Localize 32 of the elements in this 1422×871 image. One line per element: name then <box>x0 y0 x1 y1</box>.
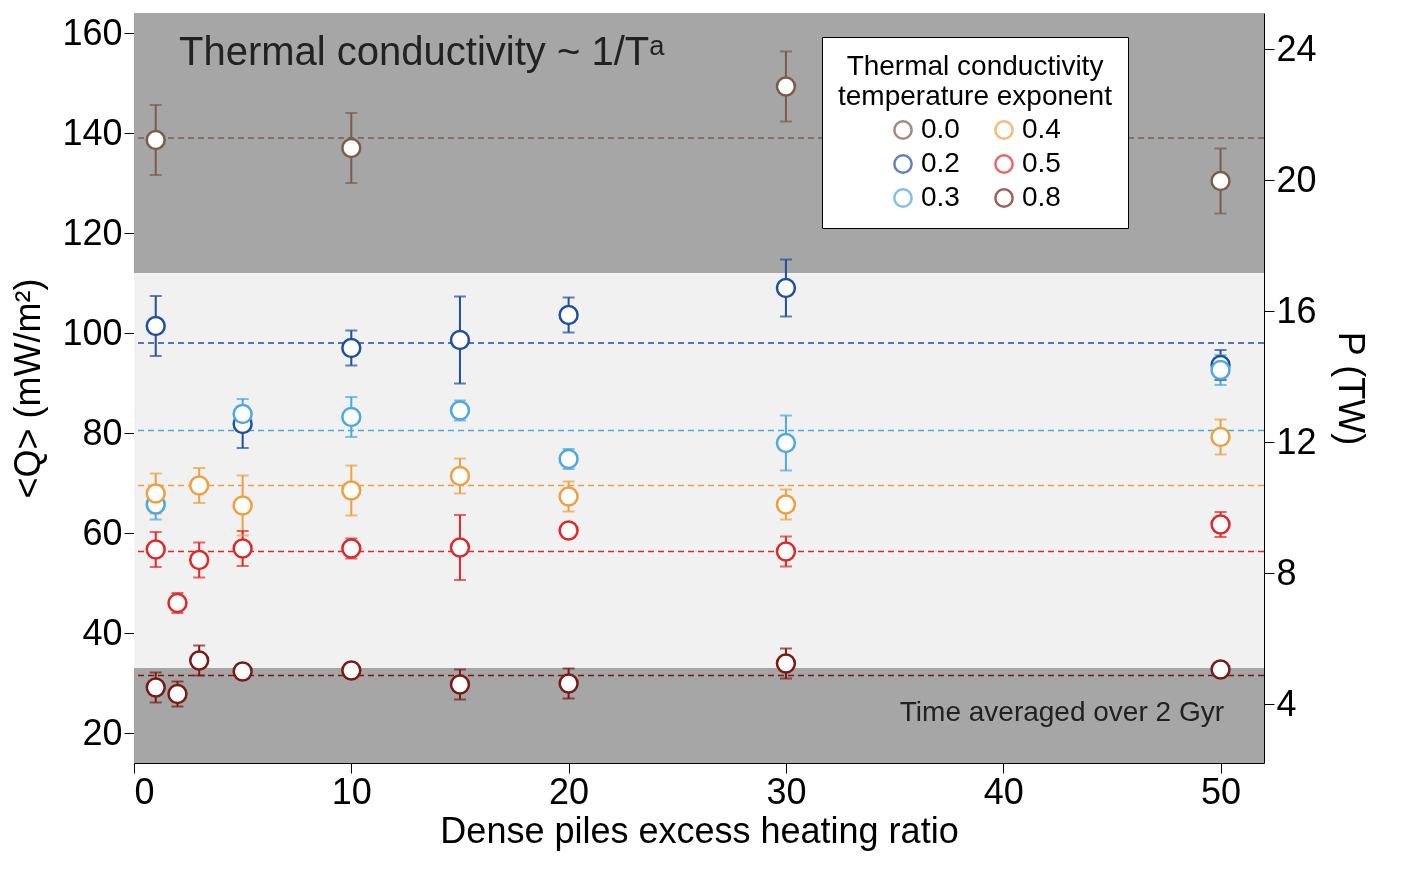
y2-tick-label: 4 <box>1276 682 1297 724</box>
y-tick-label: 100 <box>62 311 123 353</box>
y2-tick-label: 12 <box>1276 420 1317 462</box>
legend-label: 0.0 <box>921 113 960 144</box>
y-tick-label: 80 <box>82 411 123 453</box>
y-tick-label: 40 <box>82 611 123 653</box>
y-tick-label: 140 <box>62 111 123 153</box>
y-tick-label: 120 <box>62 211 123 253</box>
y2-tick-label: 20 <box>1276 158 1317 200</box>
x-tick-label: 20 <box>549 770 590 812</box>
x-axis-title: Dense piles excess heating ratio <box>440 809 959 851</box>
y2-axis-title: P (TW) <box>1330 331 1372 446</box>
y2-tick-label: 24 <box>1276 27 1317 69</box>
y-axis-title: <Q> (mW/m²) <box>7 278 49 499</box>
x-tick-label: 50 <box>1201 770 1242 812</box>
y2-tick-label: 8 <box>1276 551 1297 593</box>
x-tick-label: 10 <box>331 770 372 812</box>
x-tick-label: 30 <box>766 770 807 812</box>
y-tick-label: 160 <box>62 11 123 53</box>
legend-title: Thermal conductivity temperature exponent <box>838 50 1113 111</box>
legend-label: 0.4 <box>1022 113 1061 144</box>
legend-label: 0.8 <box>1022 181 1061 212</box>
y-tick-label: 60 <box>82 511 123 553</box>
y2-tick-label: 16 <box>1276 289 1317 331</box>
annotation: Time averaged over 2 Gyr <box>899 696 1224 727</box>
legend-label: 0.3 <box>921 181 960 212</box>
legend-label: 0.5 <box>1022 147 1061 178</box>
x-tick-label: 0 <box>134 770 155 812</box>
legend-label: 0.2 <box>921 147 960 178</box>
x-tick-label: 40 <box>983 770 1024 812</box>
y-tick-label: 20 <box>82 711 123 753</box>
annotation: Thermal conductivity ~ 1/Tᵃ <box>179 29 666 73</box>
